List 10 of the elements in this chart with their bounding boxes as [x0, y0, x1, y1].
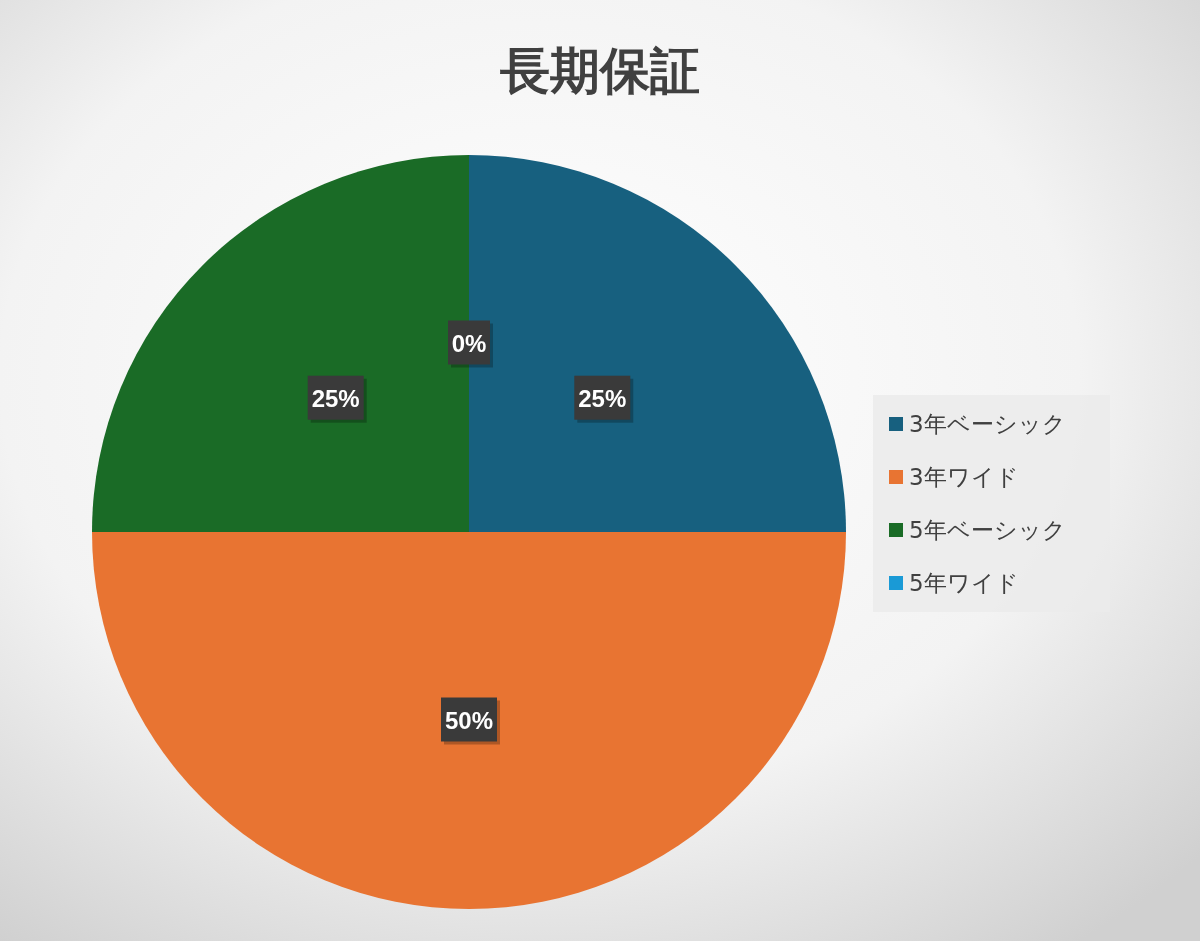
legend-label: 5年ワイド — [909, 570, 1019, 596]
legend-label: 3年ベーシック — [909, 411, 1066, 437]
chart-title: 長期保証 — [499, 42, 700, 100]
data-label: 25% — [311, 384, 360, 412]
data-label: 25% — [578, 384, 627, 412]
pie-slice — [92, 532, 846, 909]
data-label: 50% — [444, 706, 494, 734]
legend-label: 3年ワイド — [909, 464, 1019, 490]
legend-label: 5年ベーシック — [909, 517, 1066, 543]
text: 0% — [451, 329, 487, 357]
